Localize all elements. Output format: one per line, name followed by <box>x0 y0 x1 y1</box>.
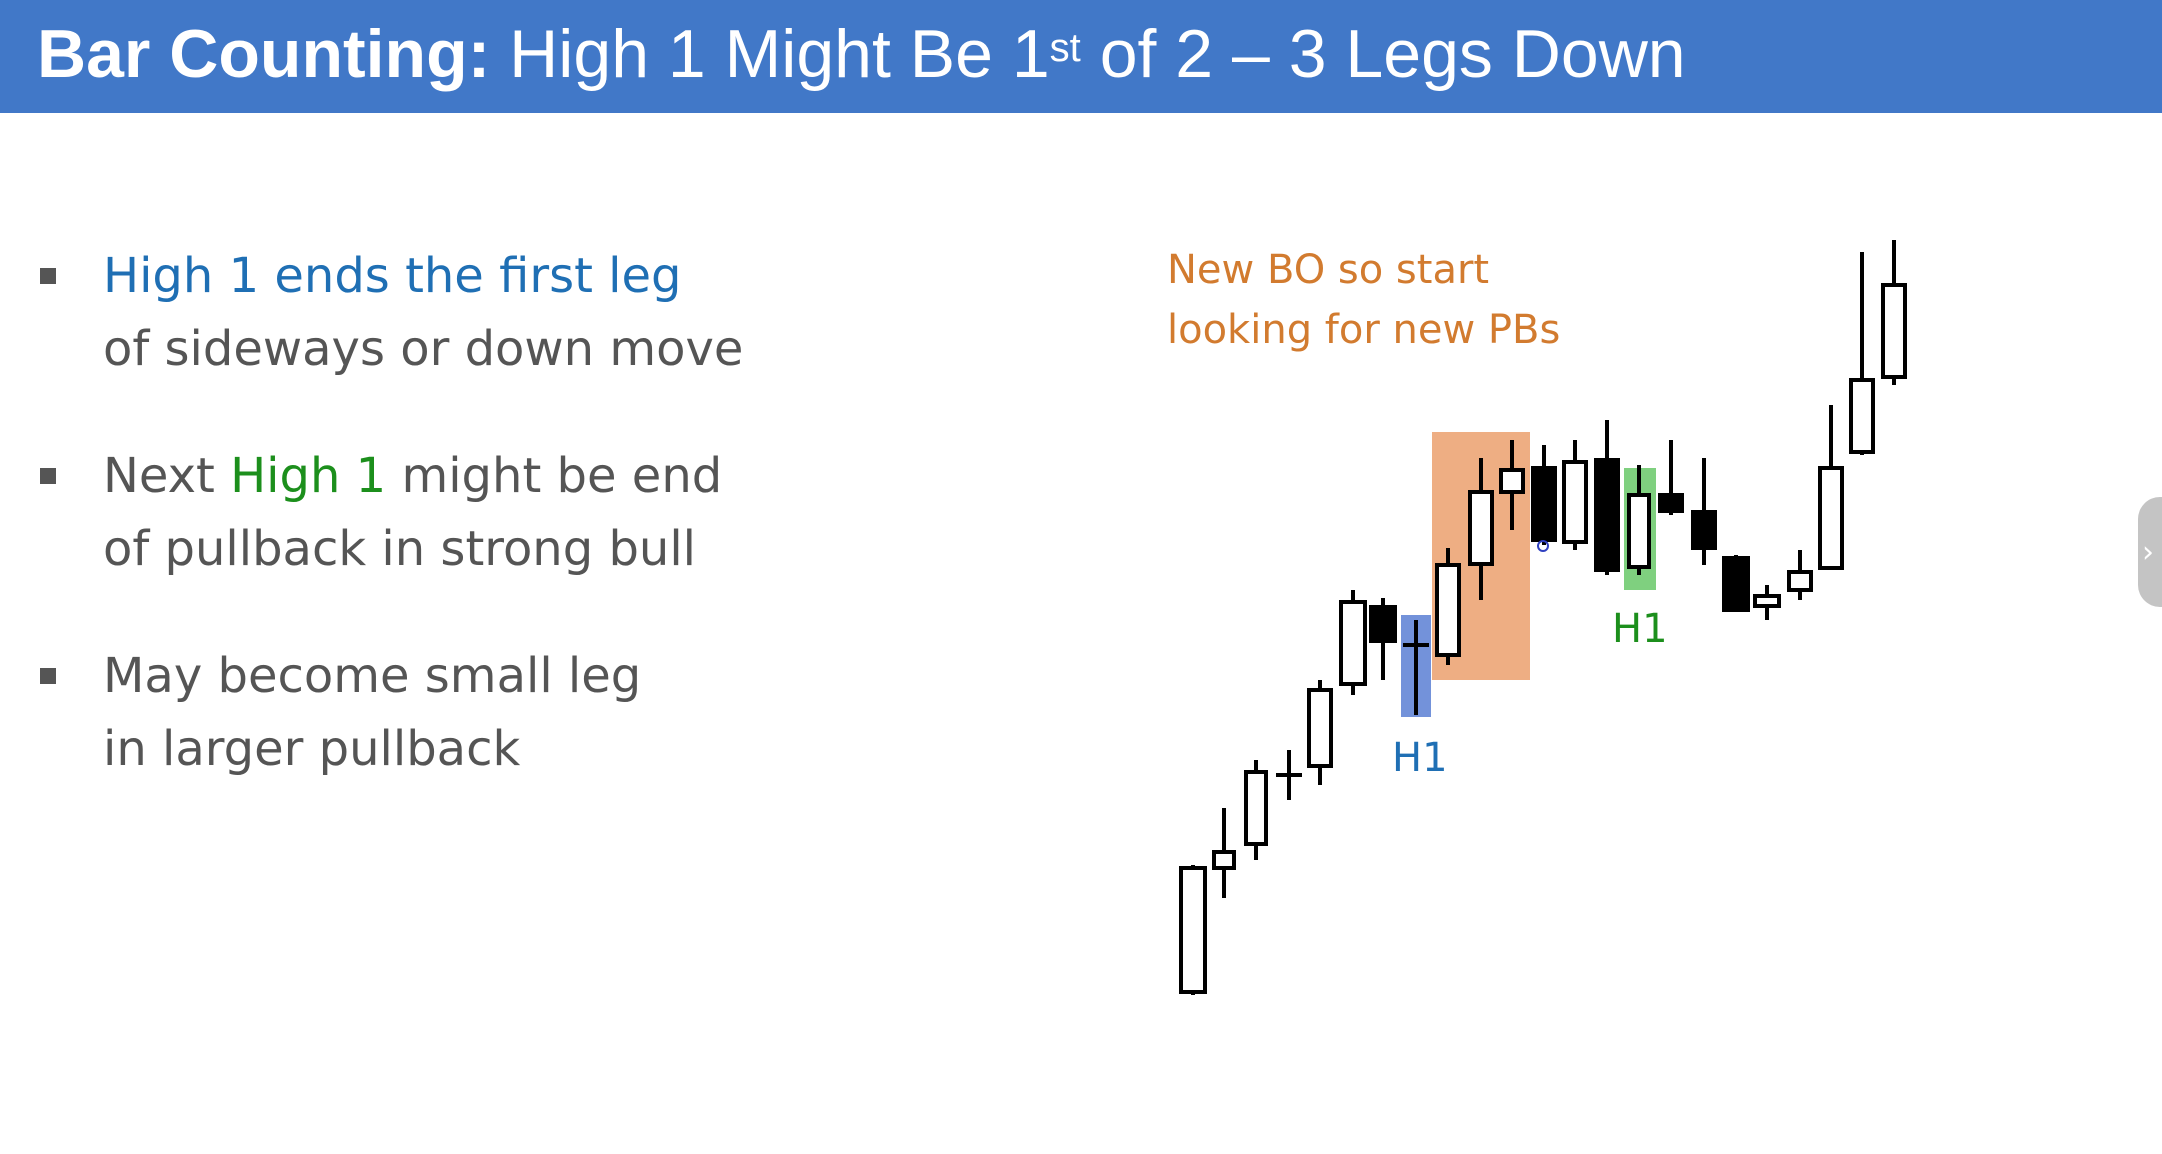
bullet-text: in larger pullback <box>103 721 521 777</box>
bullet-text: might be end <box>386 448 723 504</box>
annotation-line-1: New BO so start <box>1167 247 1489 293</box>
title-bold: Bar Counting: <box>37 16 491 92</box>
title-superscript: st <box>1049 26 1081 70</box>
bullet-text-highlight: High 1 <box>230 448 387 504</box>
bullet-square-icon <box>40 668 56 684</box>
bullet-line: Next High 1 might be end <box>103 440 838 513</box>
title-tail: of 2 – 3 Legs Down <box>1080 16 1686 92</box>
bullet-line: High 1 ends the first leg <box>103 240 838 313</box>
bullet-line: of sideways or down move <box>103 313 838 386</box>
candles <box>1179 240 1907 995</box>
cursor-marker <box>1537 540 1549 552</box>
bullet-item: Next High 1 might be end of pullback in … <box>38 440 838 586</box>
bullet-square-icon <box>40 468 56 484</box>
bullet-line: of pullback in strong bull <box>103 513 838 586</box>
slide-title: Bar Counting: High 1 Might Be 1st of 2 –… <box>37 10 1686 98</box>
title-rest: High 1 Might Be 1 <box>490 16 1050 92</box>
bullet-text: of sideways or down move <box>103 321 744 377</box>
annotation-line-2: looking for new PBs <box>1167 307 1560 353</box>
candlestick-chart: New BO so start looking for new PBs H1 H… <box>1167 240 1907 995</box>
bullet-item: May become small leg in larger pullback <box>38 640 838 786</box>
bullet-item: High 1 ends the first leg of sideways or… <box>38 240 838 386</box>
bullet-text: May become small leg <box>103 648 642 704</box>
bullet-text: Next <box>103 448 231 504</box>
bullet-text: High 1 ends the first leg <box>103 248 682 304</box>
h1-label-first: H1 <box>1392 735 1448 781</box>
bullet-text: of pullback in strong bull <box>103 521 697 577</box>
title-bar: Bar Counting: High 1 Might Be 1st of 2 –… <box>0 0 2162 113</box>
bullet-line: in larger pullback <box>103 713 838 786</box>
bullet-list: High 1 ends the first leg of sideways or… <box>38 240 838 840</box>
side-panel-tab[interactable]: › <box>2138 497 2162 607</box>
bullet-square-icon <box>40 268 56 284</box>
chevron-right-icon: › <box>2142 535 2154 570</box>
bullet-line: May become small leg <box>103 640 838 713</box>
h1-label-second: H1 <box>1612 606 1668 652</box>
